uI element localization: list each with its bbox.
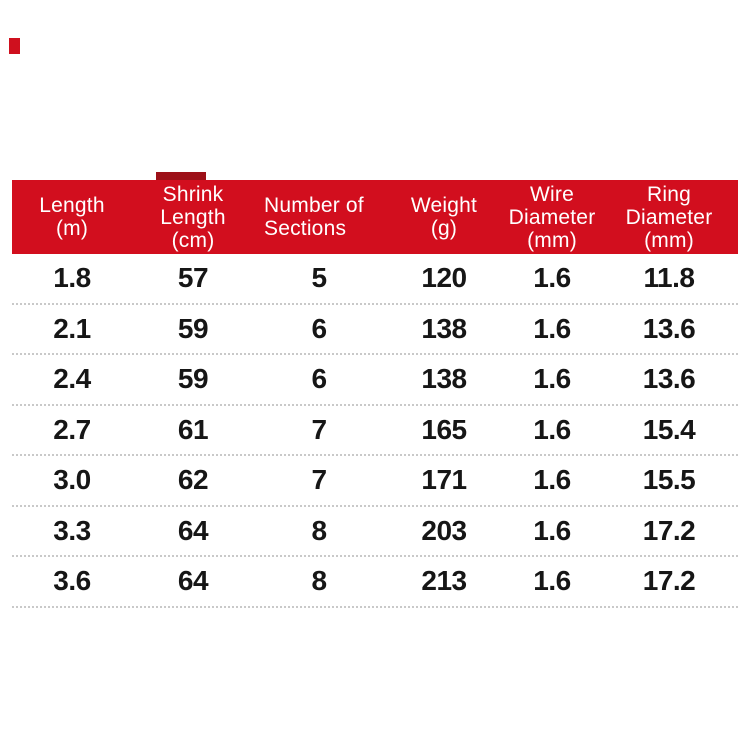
cell-weight: 138 — [421, 363, 467, 395]
cell-length: 3.0 — [53, 464, 91, 496]
cell-shrink-length: 59 — [177, 312, 209, 344]
column-header-weight: Weight (g) — [384, 180, 504, 254]
cell-ring-diameter: 17.2 — [642, 514, 696, 546]
cell-ring-diameter: 13.6 — [642, 312, 696, 344]
column-header-length: Length (m) — [12, 180, 132, 254]
cell-wire-diameter: 1.6 — [533, 262, 571, 294]
column-header-shrink-length-line: Shrink — [162, 182, 224, 206]
cell-number-of-sections: 7 — [311, 464, 327, 496]
column-header-ring-diameter-line: (mm) — [644, 228, 694, 252]
cell-wire-diameter: 1.6 — [533, 565, 571, 597]
column-header-number-of-sections: Number of Sections — [254, 180, 384, 254]
column-header-weight-line: (g) — [430, 217, 458, 240]
column-header-shrink-length-line: Length — [160, 205, 226, 229]
cell-shrink-length: 62 — [177, 464, 209, 496]
column-header-shrink-length-line: (cm) — [171, 228, 215, 252]
column-header-shrink-length: Shrink Length (cm) — [132, 180, 254, 254]
cell-weight: 203 — [421, 514, 467, 546]
cell-ring-diameter: 11.8 — [643, 262, 695, 294]
column-header-wire-diameter-line: (mm) — [527, 228, 577, 252]
cell-number-of-sections: 5 — [311, 262, 327, 294]
cell-shrink-length: 59 — [177, 363, 209, 395]
table-row: 1.8 57 5 120 1.6 11.8 — [12, 254, 738, 305]
cell-number-of-sections: 6 — [311, 363, 327, 395]
cell-length: 2.7 — [53, 413, 91, 445]
corner-red-mark — [9, 38, 20, 54]
cell-ring-diameter: 15.5 — [642, 464, 696, 496]
cell-number-of-sections: 8 — [311, 565, 327, 597]
cell-wire-diameter: 1.6 — [533, 514, 571, 546]
cell-length: 1.8 — [53, 262, 91, 294]
column-header-number-of-sections-line: Number of — [264, 194, 364, 217]
column-header-ring-diameter: Ring Diameter (mm) — [600, 180, 738, 254]
cell-number-of-sections: 7 — [311, 413, 327, 445]
column-header-wire-diameter: Wire Diameter (mm) — [504, 180, 600, 254]
table-row: 2.7 61 7 165 1.6 15.4 — [12, 406, 738, 456]
cell-wire-diameter: 1.6 — [533, 363, 571, 395]
column-header-wire-diameter-line: Wire — [530, 182, 574, 206]
cell-length: 3.6 — [53, 565, 91, 597]
specification-table: Length (m) Shrink Length (cm) Number of Sectio… — [12, 172, 738, 608]
cell-shrink-length: 64 — [177, 514, 209, 546]
column-header-ring-diameter-line: Diameter — [625, 205, 713, 229]
cell-wire-diameter: 1.6 — [533, 413, 571, 445]
cell-ring-diameter: 13.6 — [642, 363, 696, 395]
cell-length: 3.3 — [53, 514, 91, 546]
cell-weight: 171 — [421, 464, 467, 496]
cell-length: 2.4 — [53, 363, 91, 395]
cell-number-of-sections: 8 — [311, 514, 327, 546]
column-header-length-line: Length — [39, 194, 105, 217]
cell-length: 2.1 — [53, 312, 91, 344]
cell-ring-diameter: 17.2 — [642, 565, 696, 597]
table-body: 1.8 57 5 120 1.6 11.8 2.1 59 6 138 1.6 13.6 2.4 59 6 13… — [12, 254, 738, 608]
cell-shrink-length: 57 — [177, 262, 209, 294]
column-header-ring-diameter-line: Ring — [647, 182, 691, 206]
cell-wire-diameter: 1.6 — [533, 464, 571, 496]
column-header-length-line: (m) — [55, 217, 89, 240]
table-row: 3.0 62 7 171 1.6 15.5 — [12, 456, 738, 507]
table-header-row: Length (m) Shrink Length (cm) Number of Sectio… — [12, 180, 738, 254]
column-header-weight-line: Weight — [410, 194, 478, 217]
cell-ring-diameter: 15.4 — [642, 413, 696, 445]
table-row: 3.6 64 8 213 1.6 17.2 — [12, 557, 738, 608]
table-row: 2.1 59 6 138 1.6 13.6 — [12, 305, 738, 355]
cell-weight: 138 — [421, 312, 467, 344]
table-row: 2.4 59 6 138 1.6 13.6 — [12, 355, 738, 406]
column-header-number-of-sections-line: Sections — [264, 217, 347, 240]
cell-weight: 165 — [421, 413, 467, 445]
column-header-wire-diameter-line: Diameter — [508, 205, 596, 229]
cell-wire-diameter: 1.6 — [533, 312, 571, 344]
table-row: 3.3 64 8 203 1.6 17.2 — [12, 507, 738, 557]
cell-number-of-sections: 6 — [311, 312, 327, 344]
cell-shrink-length: 64 — [177, 565, 209, 597]
cell-weight: 120 — [421, 262, 467, 294]
cell-weight: 213 — [421, 565, 467, 597]
cell-shrink-length: 61 — [177, 413, 209, 445]
